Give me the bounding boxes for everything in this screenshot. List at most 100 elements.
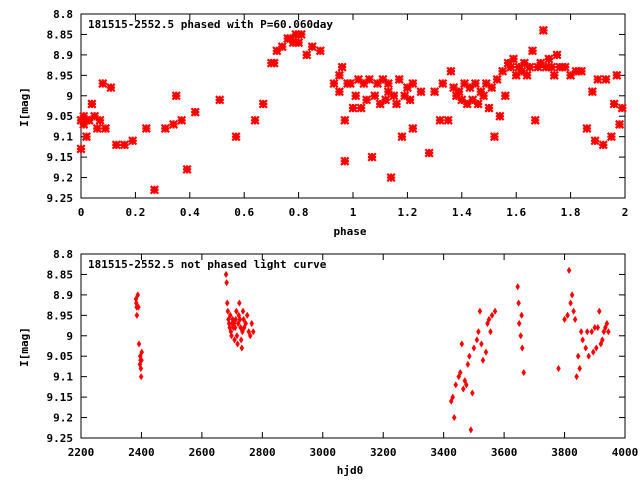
data-point <box>566 266 572 275</box>
chart-title: 181515-2552.5 phased with P=60.060day <box>88 18 333 31</box>
data-point <box>249 319 255 328</box>
data-point <box>258 99 268 109</box>
y-axis-label: I[mag] <box>18 327 31 367</box>
data-point <box>519 344 525 352</box>
data-point <box>521 368 527 377</box>
data-point <box>168 119 179 129</box>
data-point <box>141 123 151 134</box>
data-point <box>457 368 463 377</box>
y-tick-label: 9.1 <box>53 131 73 144</box>
data-point <box>574 372 579 381</box>
data-point <box>606 132 616 142</box>
y-tick-label: 8.95 <box>47 309 74 322</box>
data-point <box>238 336 244 344</box>
data-point <box>95 115 105 125</box>
data-point <box>397 132 407 142</box>
x-tick-label: 1.4 <box>452 206 472 219</box>
data-point <box>135 291 141 299</box>
data-point <box>100 123 111 134</box>
data-point <box>601 74 611 84</box>
data-point <box>578 328 584 336</box>
data-point <box>238 323 243 332</box>
data-point <box>589 328 595 336</box>
data-point <box>587 87 597 97</box>
data-point <box>571 307 576 315</box>
data-point <box>139 348 145 356</box>
data-point <box>612 70 622 80</box>
y-tick-label: 8.8 <box>53 8 73 21</box>
data-point <box>515 283 521 291</box>
data-point <box>446 66 456 76</box>
y-tick-label: 9 <box>66 90 73 103</box>
data-point <box>525 62 535 72</box>
data-point <box>138 372 144 381</box>
x-tick-label: 0.4 <box>180 206 200 219</box>
data-point <box>375 99 385 109</box>
data-point <box>477 307 483 315</box>
data-point <box>541 62 551 72</box>
data-point <box>552 50 562 60</box>
data-point <box>247 332 253 340</box>
data-point <box>235 340 240 348</box>
data-point <box>489 311 495 320</box>
x-tick-label: 3200 <box>370 446 397 459</box>
x-tick-label: 2 <box>622 206 629 219</box>
data-point <box>500 91 510 101</box>
data-point <box>348 103 358 113</box>
y-tick-label: 9.15 <box>47 151 74 164</box>
data-point <box>136 303 141 311</box>
x-tick-label: 3400 <box>430 446 457 459</box>
data-point <box>467 352 472 360</box>
y-tick-label: 9.25 <box>47 192 74 205</box>
data-point <box>519 311 524 320</box>
x-tick-label: 1 <box>350 206 357 219</box>
data-point <box>606 328 611 336</box>
data-point <box>231 132 241 142</box>
data-point <box>356 103 366 113</box>
data-point <box>549 70 559 80</box>
y-tick-label: 8.9 <box>53 289 73 302</box>
data-point <box>381 95 391 105</box>
y-tick-label: 9.15 <box>47 391 74 404</box>
data-point <box>566 70 576 80</box>
data-point <box>492 307 498 315</box>
data-point <box>495 111 505 121</box>
data-point <box>291 29 301 40</box>
data-point <box>334 70 344 80</box>
data-point <box>443 115 453 125</box>
data-point <box>98 78 108 89</box>
data-point <box>364 74 374 84</box>
unphased-light-curve-panel: 8.8 8.85 8.9 8.95 9 9.05 9.1 9.15 9.2 9.25 2200 24… <box>18 248 638 477</box>
data-point <box>224 278 229 287</box>
data-point <box>569 291 575 299</box>
plot-frame <box>80 253 626 439</box>
data-point <box>547 62 557 72</box>
data-point <box>171 91 181 101</box>
data-point <box>584 328 590 336</box>
y-tick-label: 9.1 <box>53 371 73 384</box>
data-point <box>516 299 521 307</box>
data-point <box>583 344 589 352</box>
data-point <box>351 91 361 101</box>
x-tick-label: 2800 <box>249 446 276 459</box>
data-point <box>508 54 519 64</box>
data-point <box>119 140 130 150</box>
data-point <box>362 95 372 105</box>
x-tick-label: 1.8 <box>561 206 581 219</box>
data-point <box>416 87 426 97</box>
data-point <box>128 136 138 146</box>
data-point <box>240 307 246 315</box>
x-tick-label: 4000 <box>612 446 639 459</box>
data-point <box>476 328 481 336</box>
data-point <box>269 58 279 68</box>
data-point <box>149 185 159 195</box>
data-point <box>604 319 610 328</box>
data-point <box>438 78 448 89</box>
data-point <box>473 99 483 109</box>
data-point <box>394 74 404 84</box>
data-point <box>459 340 465 348</box>
data-point <box>465 83 475 93</box>
data-point <box>615 119 625 129</box>
data-point <box>353 74 363 84</box>
data-point <box>597 307 602 315</box>
